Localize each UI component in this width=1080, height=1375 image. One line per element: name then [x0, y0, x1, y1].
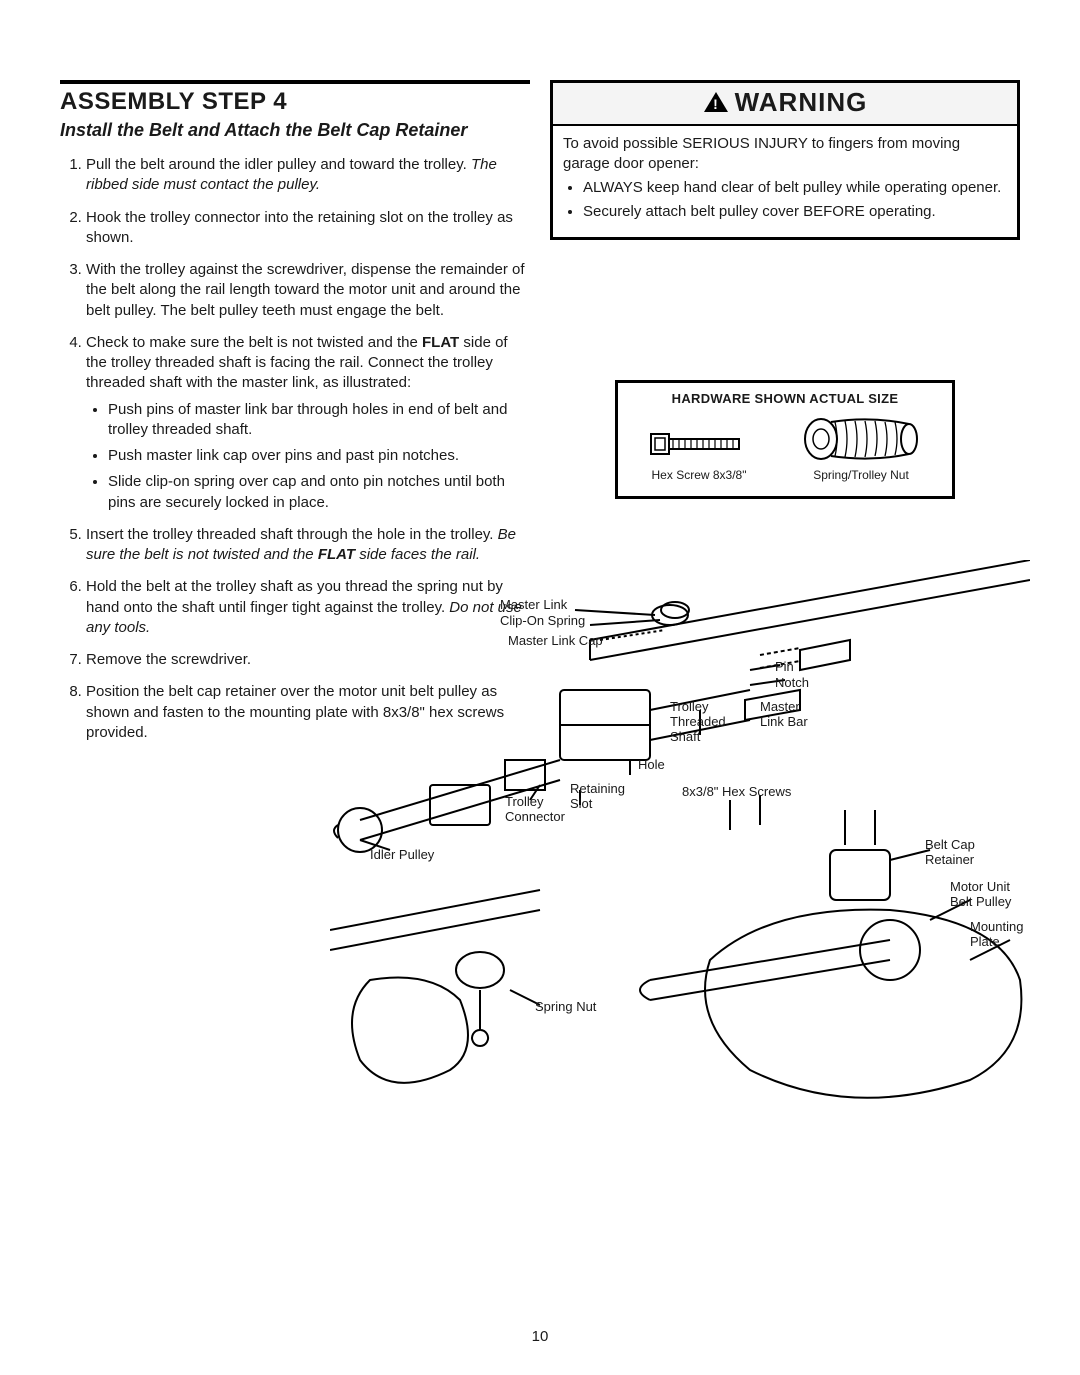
step-4b: Push master link cap over pins and past …: [108, 446, 530, 466]
warning-body: To avoid possible SERIOUS INJURY to fing…: [553, 126, 1017, 237]
spring-nut-icon: [801, 414, 921, 464]
assembly-diagram: Master Link Clip-On Spring Master Link C…: [330, 560, 1030, 1120]
warning-item-2: Securely attach belt pulley cover BEFORE…: [583, 202, 1007, 222]
svg-text:!: !: [713, 96, 719, 112]
hardware-box: HARDWARE SHOWN ACTUAL SIZE: [615, 380, 955, 499]
label-motor-unit-belt-pulley: Motor Unit Belt Pulley: [950, 880, 1011, 910]
warning-box: ! WARNING To avoid possible SERIOUS INJU…: [550, 80, 1020, 240]
warning-icon: !: [703, 89, 729, 120]
hardware-title: HARDWARE SHOWN ACTUAL SIZE: [628, 391, 942, 406]
label-hole: Hole: [638, 758, 665, 773]
label-spring-nut: Spring Nut: [535, 1000, 596, 1015]
label-master-link-bar: Master Link Bar: [760, 700, 808, 730]
label-notch: Notch: [775, 676, 809, 691]
warning-intro: To avoid possible SERIOUS INJURY to fing…: [563, 134, 1007, 175]
label-pin: Pin: [775, 660, 794, 675]
warning-header: ! WARNING: [553, 83, 1017, 126]
label-idler-pulley: Idler Pulley: [370, 848, 434, 863]
hex-screw-icon: [649, 424, 749, 464]
label-belt-cap-retainer: Belt Cap Retainer: [925, 838, 975, 868]
warning-item-1: ALWAYS keep hand clear of belt pulley wh…: [583, 178, 1007, 198]
label-mounting-plate: Mounting Plate: [970, 920, 1023, 950]
label-master-link: Master Link: [500, 598, 567, 613]
step-4c: Slide clip-on spring over cap and onto p…: [108, 472, 530, 513]
step-title: ASSEMBLY STEP 4: [60, 88, 530, 116]
step-4: Check to make sure the belt is not twist…: [86, 333, 530, 513]
label-trolley-threaded-shaft: Trolley Threaded Shaft: [670, 700, 726, 745]
label-clip-on-spring: Clip-On Spring: [500, 614, 585, 629]
hardware-screw: Hex Screw 8x3/8": [649, 424, 749, 482]
label-hex-screws: 8x3/8" Hex Screws: [682, 785, 791, 800]
hardware-nut: Spring/Trolley Nut: [801, 414, 921, 482]
step-3: With the trolley against the screwdriver…: [86, 260, 530, 321]
page-number: 10: [0, 1328, 1080, 1345]
step-subtitle: Install the Belt and Attach the Belt Cap…: [60, 120, 530, 141]
label-master-link-cap: Master Link Cap: [508, 634, 603, 649]
step-2: Hook the trolley connector into the reta…: [86, 208, 530, 249]
step-4-sublist: Push pins of master link bar through hol…: [86, 400, 530, 513]
label-retaining-slot: Retaining Slot: [570, 782, 625, 812]
step-1: Pull the belt around the idler pulley an…: [86, 155, 530, 196]
label-trolley-connector: Trolley Connector: [505, 795, 565, 825]
section-rule: [60, 80, 530, 84]
step-4a: Push pins of master link bar through hol…: [108, 400, 530, 441]
